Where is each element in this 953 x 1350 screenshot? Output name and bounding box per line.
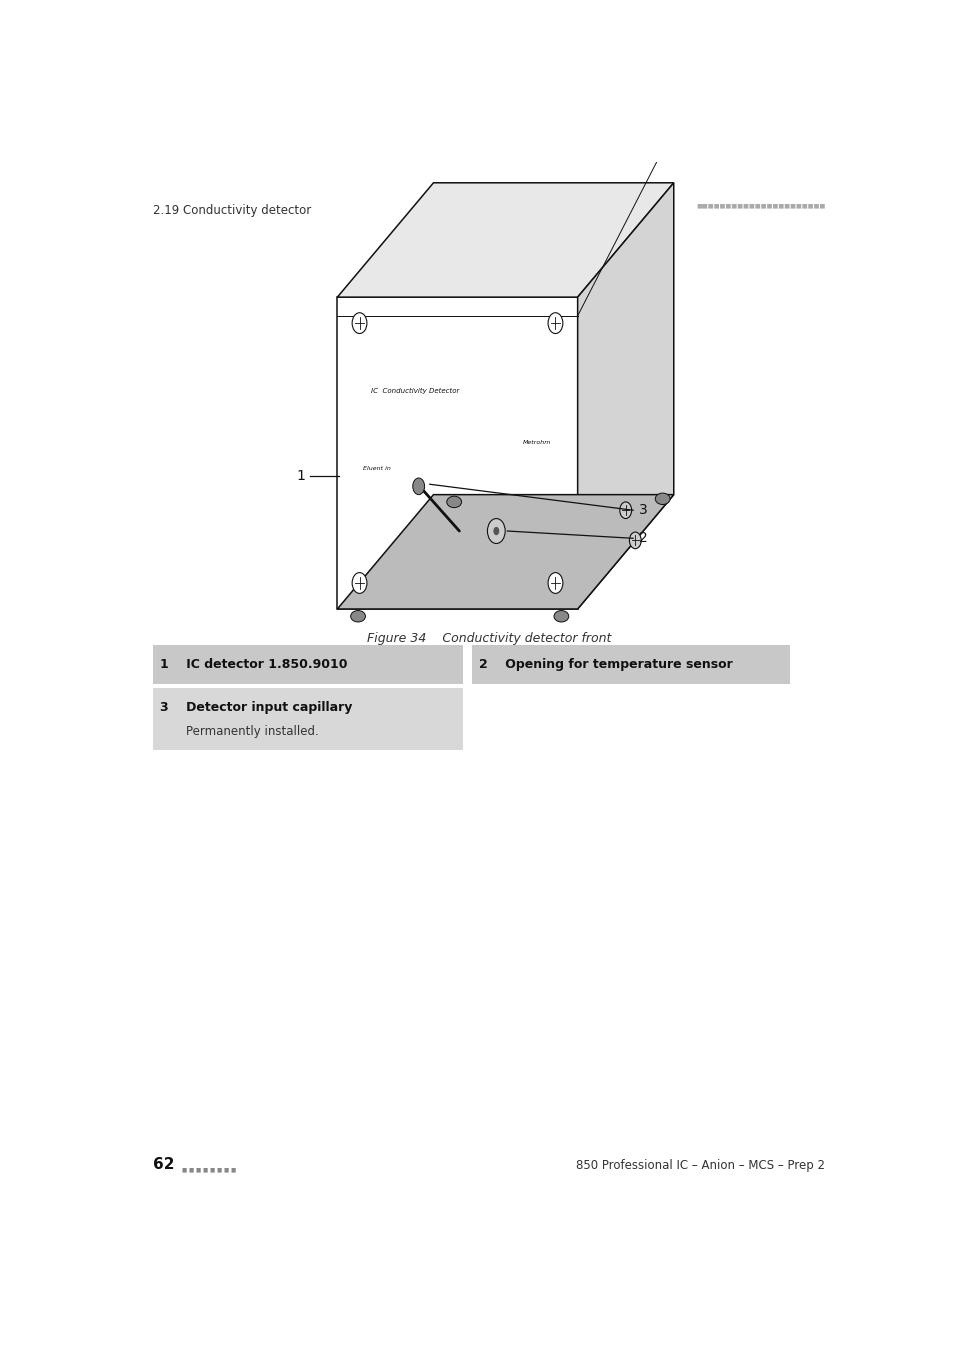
Ellipse shape — [446, 497, 461, 508]
Text: 850 Professional IC – Anion – MCS – Prep 2: 850 Professional IC – Anion – MCS – Prep… — [576, 1160, 824, 1172]
Text: Figure 34    Conductivity detector front: Figure 34 Conductivity detector front — [366, 632, 611, 645]
Text: 1: 1 — [296, 468, 305, 483]
Text: 1    IC detector 1.850.9010: 1 IC detector 1.850.9010 — [160, 657, 347, 671]
Polygon shape — [337, 494, 673, 609]
Polygon shape — [337, 297, 577, 609]
Text: ■■■■■■■■■■■■■■■■■■■■■■: ■■■■■■■■■■■■■■■■■■■■■■ — [696, 204, 824, 209]
Circle shape — [487, 518, 505, 544]
Polygon shape — [577, 182, 673, 609]
Text: 62: 62 — [152, 1157, 173, 1172]
Polygon shape — [337, 182, 673, 297]
Text: 2.19 Conductivity detector: 2.19 Conductivity detector — [152, 204, 311, 216]
FancyBboxPatch shape — [152, 688, 462, 751]
Text: IC  Conductivity Detector: IC Conductivity Detector — [370, 387, 458, 394]
Circle shape — [619, 502, 631, 518]
Circle shape — [547, 313, 562, 333]
FancyBboxPatch shape — [472, 645, 789, 684]
Text: Eluent in: Eluent in — [363, 466, 391, 471]
Text: Metrohm: Metrohm — [522, 440, 551, 446]
Ellipse shape — [655, 493, 669, 505]
Circle shape — [352, 313, 367, 333]
Circle shape — [413, 478, 424, 494]
Text: 2    Opening for temperature sensor: 2 Opening for temperature sensor — [478, 657, 732, 671]
FancyBboxPatch shape — [152, 645, 462, 684]
Circle shape — [352, 572, 367, 594]
Ellipse shape — [554, 610, 568, 622]
Circle shape — [547, 572, 562, 594]
Ellipse shape — [351, 610, 365, 622]
Circle shape — [629, 532, 640, 548]
Text: 3    Detector input capillary: 3 Detector input capillary — [160, 702, 352, 714]
Text: ■ ■ ■ ■ ■ ■ ■ ■: ■ ■ ■ ■ ■ ■ ■ ■ — [182, 1168, 236, 1172]
Text: 3: 3 — [639, 504, 647, 517]
Circle shape — [493, 526, 498, 535]
Text: 2: 2 — [639, 532, 647, 545]
Text: Permanently installed.: Permanently installed. — [186, 725, 318, 738]
